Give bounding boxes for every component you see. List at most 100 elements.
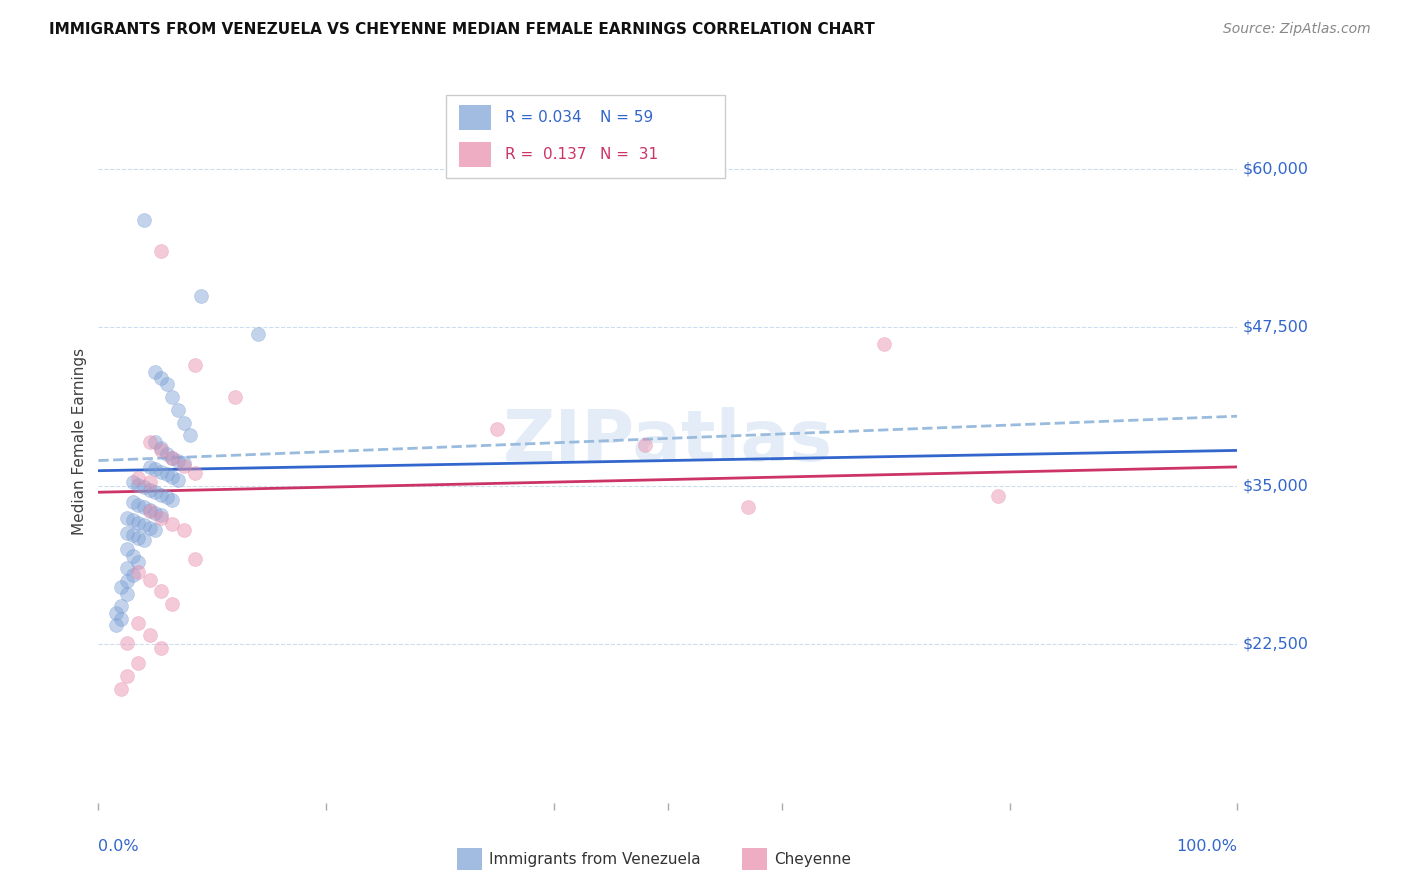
Point xyxy=(150,371,173,385)
Point xyxy=(145,485,167,500)
Point xyxy=(132,533,155,548)
Point xyxy=(634,438,657,452)
Point xyxy=(150,488,173,502)
Point xyxy=(173,458,195,473)
Point xyxy=(115,574,138,588)
Y-axis label: Median Female Earnings: Median Female Earnings xyxy=(72,348,87,535)
Point xyxy=(121,513,143,527)
Point xyxy=(156,467,179,482)
Point xyxy=(132,500,155,515)
Point xyxy=(162,516,184,531)
Point xyxy=(179,428,201,442)
Point xyxy=(150,510,173,524)
Point xyxy=(121,495,143,509)
Text: Source: ZipAtlas.com: Source: ZipAtlas.com xyxy=(1223,22,1371,37)
Point xyxy=(190,289,212,303)
Text: $60,000: $60,000 xyxy=(1243,161,1309,177)
Point xyxy=(127,477,149,491)
Point xyxy=(127,516,149,530)
Point xyxy=(173,523,195,537)
Point xyxy=(167,453,190,467)
Point xyxy=(127,555,149,569)
Text: N = 59: N = 59 xyxy=(599,110,652,125)
FancyBboxPatch shape xyxy=(446,95,725,178)
Point xyxy=(121,475,143,489)
Point xyxy=(156,447,179,461)
Point xyxy=(145,462,167,476)
Point xyxy=(145,434,167,449)
Text: $35,000: $35,000 xyxy=(1243,478,1309,493)
Point xyxy=(138,573,160,587)
Point xyxy=(167,402,190,417)
Point xyxy=(162,597,184,611)
Point xyxy=(110,599,132,614)
Point xyxy=(224,390,246,404)
Point xyxy=(138,459,160,474)
Text: 0.0%: 0.0% xyxy=(98,838,139,854)
Point xyxy=(121,528,143,542)
Text: 100.0%: 100.0% xyxy=(1177,838,1237,854)
Point xyxy=(127,531,149,545)
Point xyxy=(520,155,543,169)
Point xyxy=(150,443,173,458)
Point xyxy=(104,606,127,620)
Point xyxy=(138,628,160,642)
Point xyxy=(138,483,160,497)
Point xyxy=(138,503,160,517)
Point xyxy=(162,450,184,465)
Text: IMMIGRANTS FROM VENEZUELA VS CHEYENNE MEDIAN FEMALE EARNINGS CORRELATION CHART: IMMIGRANTS FROM VENEZUELA VS CHEYENNE ME… xyxy=(49,22,875,37)
Point xyxy=(138,475,160,489)
Point xyxy=(145,523,167,537)
Point xyxy=(145,365,167,379)
Point xyxy=(162,390,184,404)
Point xyxy=(156,491,179,505)
Point xyxy=(184,552,207,566)
FancyBboxPatch shape xyxy=(460,104,491,130)
Point xyxy=(115,636,138,650)
Point xyxy=(150,508,173,522)
Point xyxy=(138,521,160,535)
Point xyxy=(115,510,138,524)
FancyBboxPatch shape xyxy=(460,142,491,167)
Point xyxy=(150,244,173,259)
Text: $47,500: $47,500 xyxy=(1243,320,1309,335)
Point xyxy=(115,561,138,575)
Point xyxy=(162,470,184,484)
Point xyxy=(156,377,179,392)
Point xyxy=(132,518,155,533)
Text: $22,500: $22,500 xyxy=(1243,637,1309,652)
Point xyxy=(150,584,173,599)
Point xyxy=(115,542,138,557)
Point xyxy=(127,615,149,630)
Text: N =  31: N = 31 xyxy=(599,147,658,162)
Point xyxy=(121,549,143,563)
Point xyxy=(132,480,155,494)
Point xyxy=(132,212,155,227)
Point xyxy=(150,641,173,656)
Point xyxy=(167,473,190,487)
Point xyxy=(873,337,896,351)
Point xyxy=(150,441,173,455)
Text: R =  0.137: R = 0.137 xyxy=(505,147,586,162)
Point xyxy=(121,567,143,582)
Point xyxy=(115,587,138,601)
Text: R = 0.034: R = 0.034 xyxy=(505,110,582,125)
FancyBboxPatch shape xyxy=(457,848,482,870)
Point xyxy=(173,456,195,470)
Point xyxy=(127,565,149,579)
Point xyxy=(173,416,195,430)
Point xyxy=(115,669,138,683)
Point xyxy=(110,612,132,626)
Point xyxy=(110,580,132,594)
Point xyxy=(246,326,269,341)
Point xyxy=(127,471,149,485)
Point xyxy=(138,504,160,518)
Point xyxy=(486,422,509,436)
Point xyxy=(145,506,167,520)
Text: Cheyenne: Cheyenne xyxy=(773,852,851,867)
Point xyxy=(110,681,132,696)
Point xyxy=(184,359,207,373)
Point xyxy=(115,525,138,540)
Point xyxy=(987,489,1010,503)
Text: Immigrants from Venezuela: Immigrants from Venezuela xyxy=(489,852,700,867)
